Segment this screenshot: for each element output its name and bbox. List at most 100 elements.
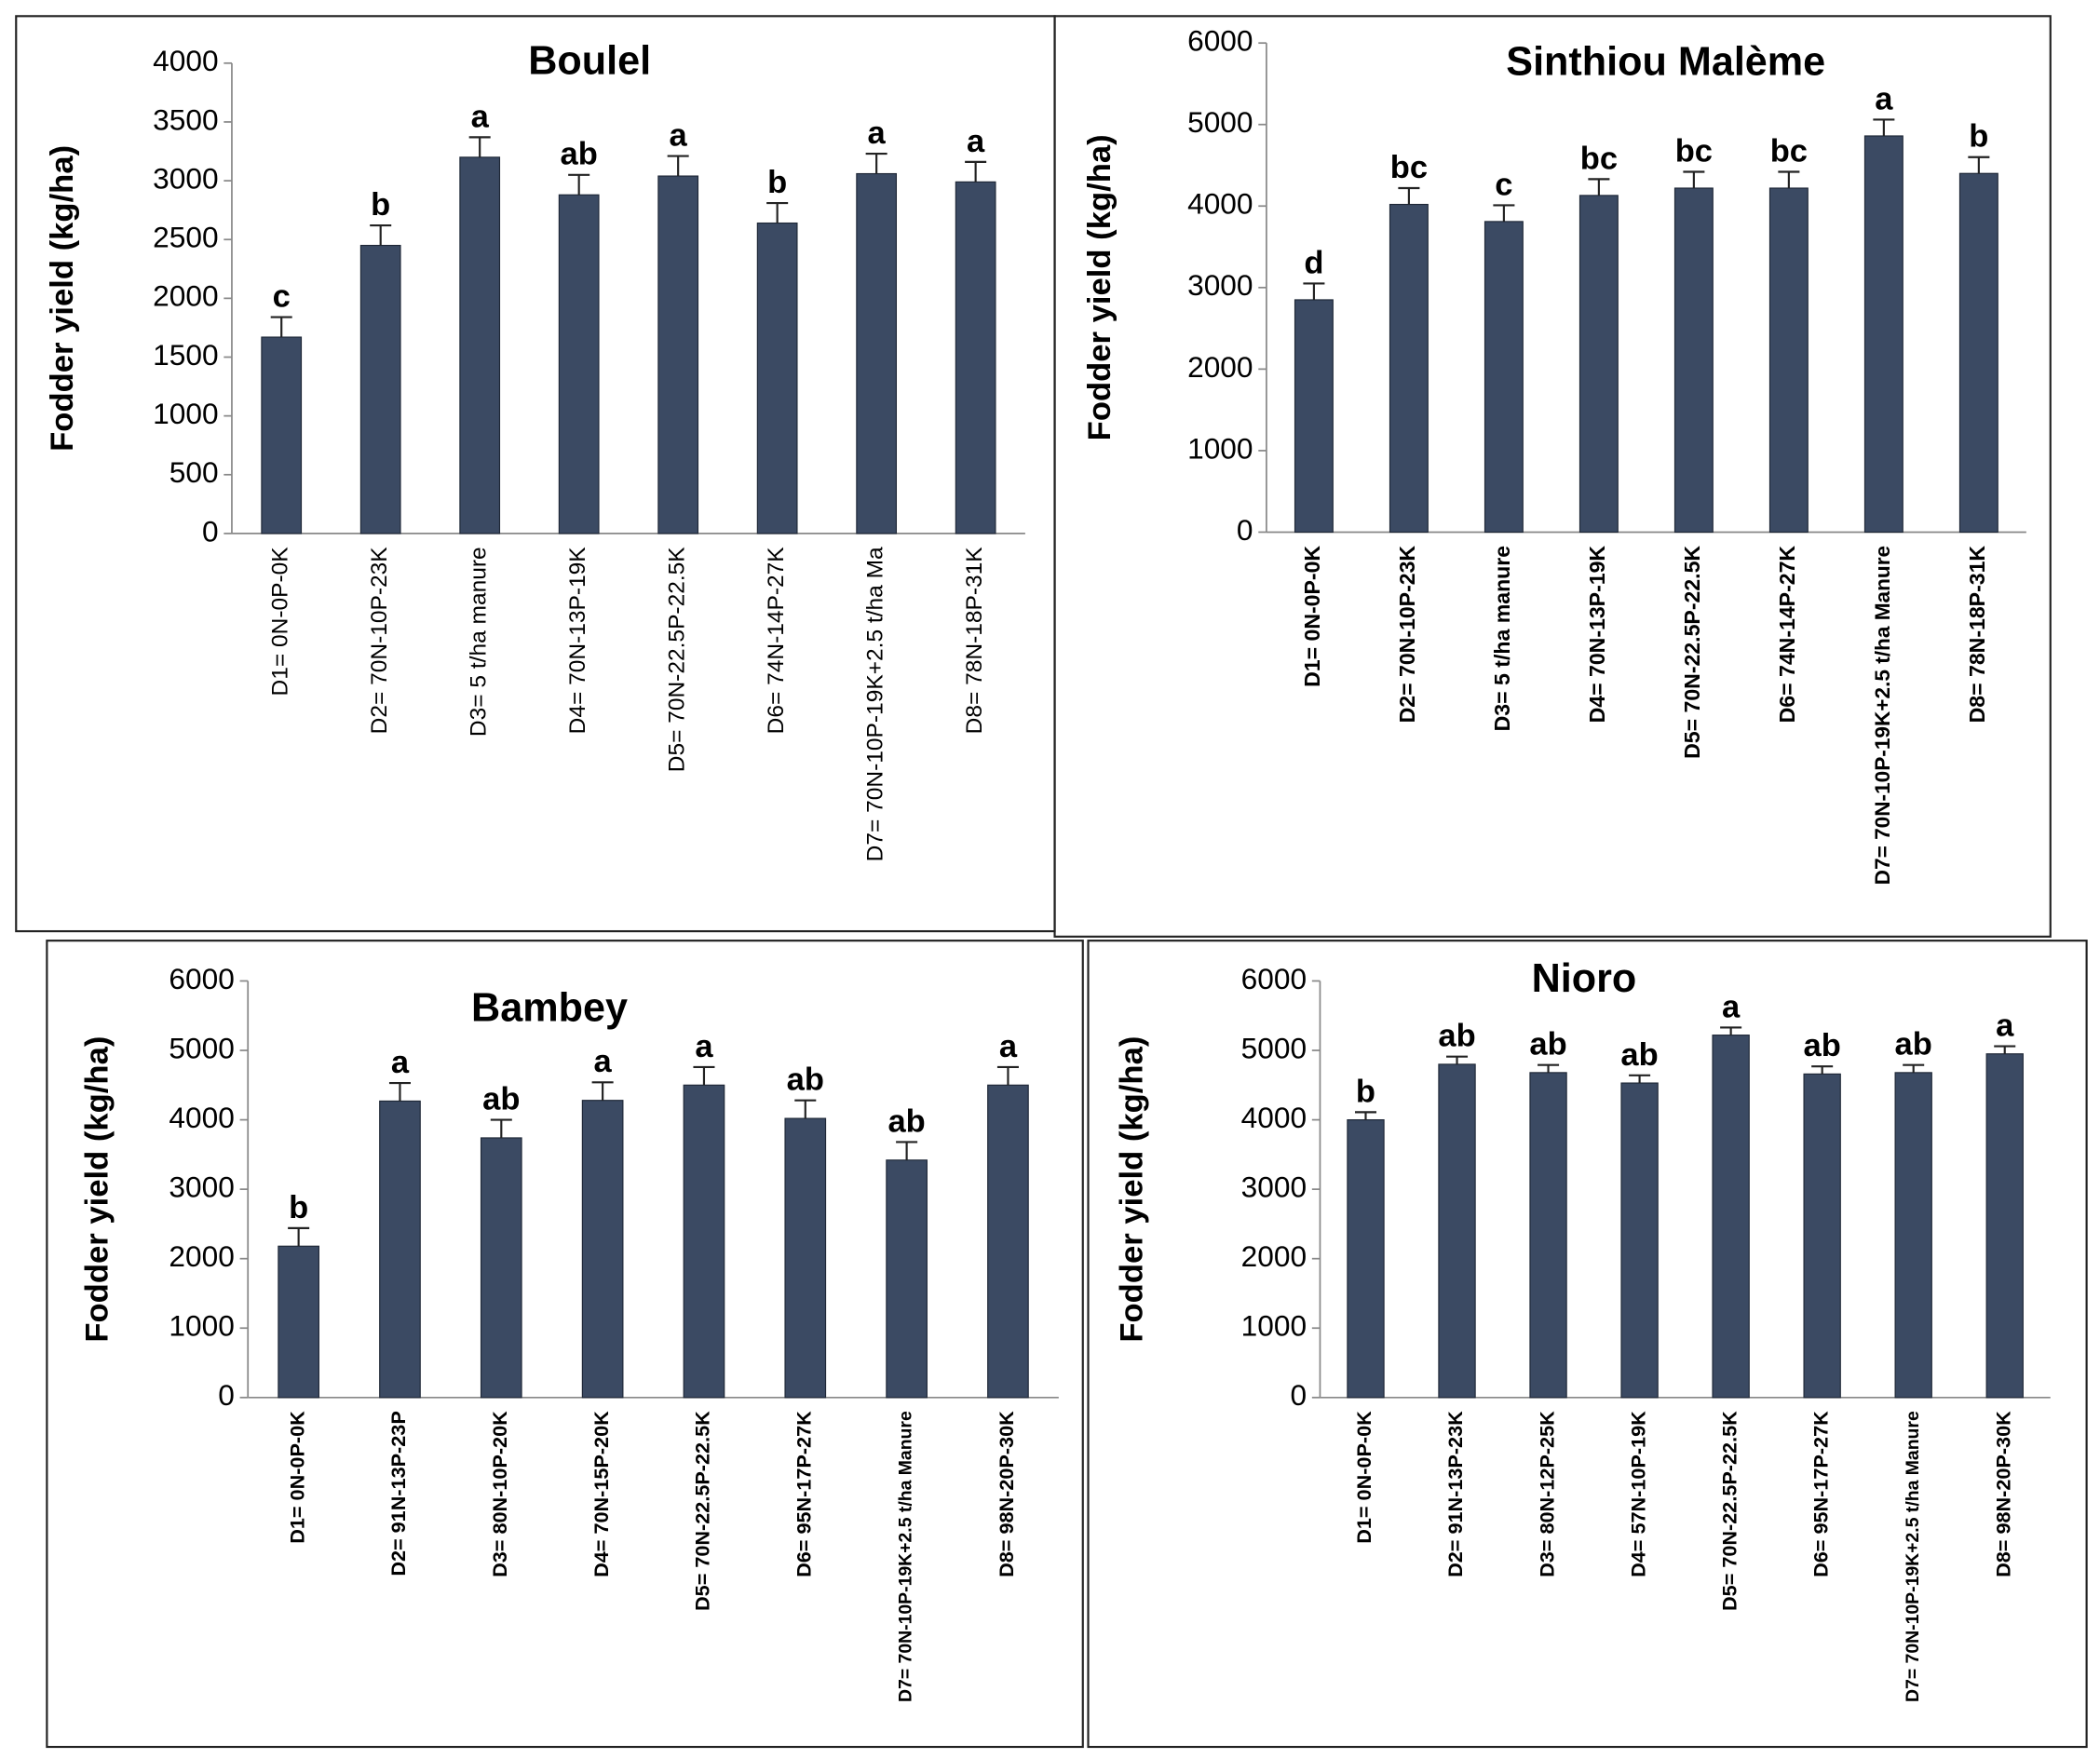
bar — [1389, 203, 1429, 534]
data-label: d — [1304, 245, 1323, 280]
x-tick-label: D1= 0N-0P-0K — [1352, 1411, 1375, 1544]
error-bar — [1398, 186, 1420, 205]
y-tick-label: 6000 — [169, 962, 234, 995]
data-label: bc — [1390, 150, 1428, 185]
x-tick-label: D2= 70N-10P-23K — [367, 547, 392, 735]
data-label: a — [1996, 1008, 2014, 1043]
data-label: ab — [482, 1081, 520, 1116]
data-label: c — [1495, 167, 1512, 202]
x-tick-label: D5= 70N-22.5P-22.5K — [1717, 1411, 1741, 1611]
data-label: ab — [787, 1062, 824, 1098]
x-tick-label: D7= 70N-10P-19K+2.5 t/ha Manure — [1871, 546, 1894, 885]
error-bar — [1994, 1045, 2016, 1054]
y-tick-label: 1500 — [153, 338, 218, 372]
data-label: a — [868, 115, 887, 151]
error-bar — [1354, 1111, 1376, 1120]
panel-frame — [1087, 940, 2088, 1749]
x-tick-label: D4= 70N-13P-19K — [1585, 546, 1609, 724]
bar — [1484, 221, 1524, 534]
x-tick-label: D6= 74N-14P-27K — [1775, 546, 1799, 724]
error-bar — [865, 152, 887, 174]
y-tick-label: 3000 — [1241, 1170, 1307, 1203]
y-axis-label: Fodder yield (kg/ha) — [1082, 134, 1118, 440]
bar — [886, 1159, 928, 1399]
error-bar — [1493, 204, 1515, 222]
error-bar — [568, 173, 590, 196]
data-label: b — [371, 187, 390, 223]
error-bar — [1538, 1063, 1560, 1073]
y-tick-label: 4000 — [1241, 1101, 1307, 1134]
bar — [1803, 1073, 1841, 1399]
data-label: a — [695, 1029, 713, 1064]
y-tick-label: 1000 — [169, 1309, 234, 1343]
data-label: ab — [887, 1103, 925, 1139]
error-bar — [591, 1081, 614, 1101]
data-label: a — [1722, 989, 1741, 1024]
bar — [657, 175, 699, 534]
x-tick-label: D2= 91N-13P-23K — [1443, 1411, 1467, 1577]
error-bar — [1588, 178, 1610, 196]
error-bar — [1811, 1065, 1834, 1075]
y-tick-label: 5000 — [1241, 1031, 1307, 1064]
y-tick-label: 6000 — [1187, 24, 1253, 58]
y-tick-label: 3000 — [153, 161, 218, 195]
data-label: a — [670, 117, 688, 153]
data-label: a — [391, 1045, 410, 1080]
bar — [1985, 1053, 2024, 1399]
bar — [987, 1084, 1029, 1399]
x-tick-label: D6= 95N-17P-27K — [793, 1411, 816, 1577]
y-tick-label: 5000 — [1187, 105, 1253, 139]
error-bar — [1446, 1055, 1469, 1064]
y-tick-label: 5000 — [169, 1031, 234, 1064]
data-label: b — [1356, 1074, 1375, 1109]
y-axis-label: Fodder yield (kg/ha) — [80, 1036, 115, 1343]
error-bar — [996, 1065, 1019, 1086]
y-axis-label: Fodder yield (kg/ha) — [45, 145, 80, 452]
bar — [1438, 1063, 1476, 1399]
bar — [359, 244, 401, 534]
error-bar — [965, 160, 987, 183]
data-label: ab — [1804, 1028, 1841, 1063]
y-tick-label: 1000 — [1241, 1309, 1307, 1343]
error-bar — [794, 1099, 817, 1119]
y-tick-label: 0 — [1237, 513, 1253, 547]
x-tick-label: D1= 0N-0P-0K — [1300, 546, 1324, 687]
error-bar — [1903, 1063, 1925, 1073]
data-label: ab — [1895, 1027, 1932, 1062]
x-tick-label: D2= 91N-13P-23P — [386, 1411, 410, 1576]
bar — [379, 1100, 421, 1399]
bar — [1712, 1035, 1750, 1399]
y-axis-label: Fodder yield (kg/ha) — [1115, 1036, 1150, 1343]
error-bar — [270, 316, 292, 338]
bar — [1673, 187, 1714, 534]
y-tick-label: 3500 — [153, 102, 218, 136]
x-tick-label: D5= 70N-22.5P-22.5K — [691, 1411, 714, 1611]
error-bar — [1778, 170, 1800, 189]
x-tick-label: D8= 98N-20P-30K — [1991, 1411, 2014, 1577]
bar — [1958, 172, 1998, 534]
bar — [1294, 299, 1334, 534]
x-tick-label: D3= 80N-10P-20K — [488, 1411, 511, 1577]
bar — [558, 194, 600, 534]
error-bar — [1873, 118, 1895, 136]
x-tick-label: D4= 57N-10P-19K — [1626, 1411, 1649, 1577]
panel-frame — [46, 940, 1084, 1749]
x-tick-label: D5= 70N-22.5P-22.5K — [1680, 546, 1704, 759]
x-tick-label: D7= 70N-10P-19K+2.5 t/ha Manure — [1903, 1411, 1923, 1702]
chart-title: Bambey — [471, 986, 628, 1031]
error-bar — [1683, 170, 1705, 189]
data-label: ab — [1438, 1019, 1475, 1054]
error-bar — [468, 136, 491, 157]
y-tick-label: 4000 — [169, 1101, 234, 1134]
data-label: bc — [1675, 133, 1713, 169]
y-tick-label: 0 — [218, 1378, 235, 1412]
y-tick-label: 0 — [1290, 1378, 1307, 1412]
error-bar — [1303, 282, 1325, 300]
chart-title: Nioro — [1532, 956, 1637, 1001]
x-tick-label: D8= 78N-18P-31K — [1965, 546, 1989, 724]
data-label: c — [273, 278, 291, 314]
y-tick-label: 500 — [169, 455, 219, 489]
x-tick-label: D7= 70N-10P-19K+2.5 t/ha Ma — [863, 547, 888, 861]
data-label: b — [1969, 119, 1988, 155]
